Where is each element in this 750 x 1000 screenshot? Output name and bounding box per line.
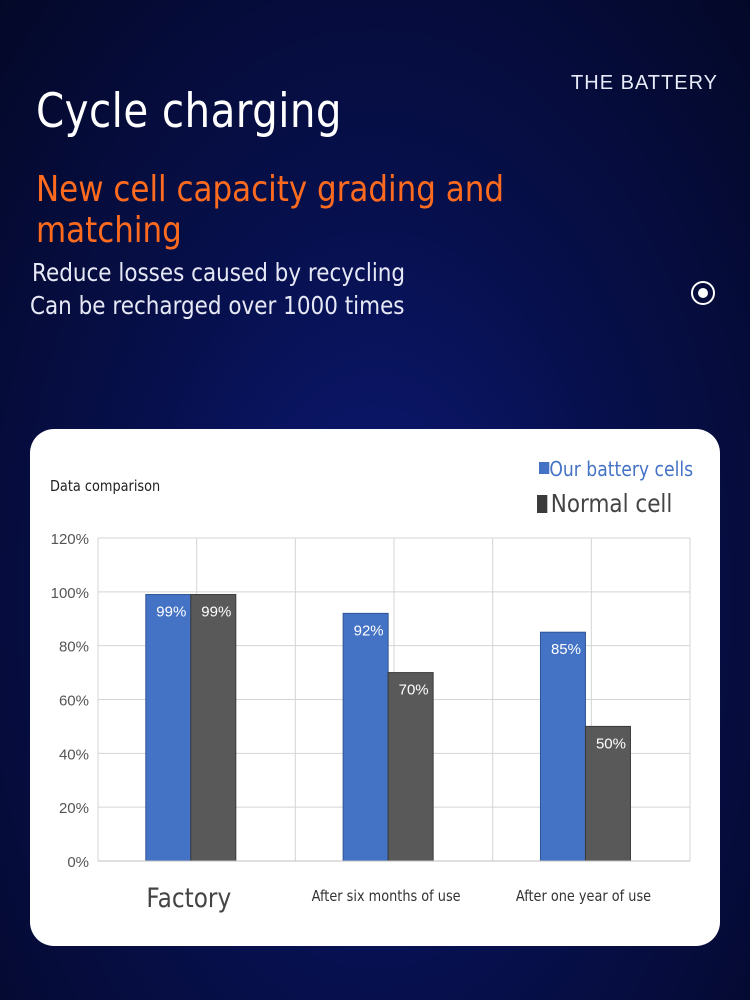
bar-our-cells bbox=[539, 631, 586, 862]
y-tick-label: 0% bbox=[67, 854, 89, 871]
bar-normal-cell bbox=[584, 725, 631, 862]
legend-our-cells: Our battery cells bbox=[539, 457, 693, 481]
legend-label-normal-cell: Normal cell bbox=[550, 489, 673, 518]
description-line-1: Reduce losses caused by recycling bbox=[32, 258, 406, 287]
page-title: Cycle charging bbox=[36, 84, 343, 139]
chart-title: Data comparison bbox=[50, 477, 161, 495]
page-subtitle: New cell capacity grading and matching bbox=[36, 169, 505, 251]
x-category-label: After one year of use bbox=[516, 888, 651, 905]
data-label: 70% bbox=[399, 682, 429, 699]
x-category-label: Factory bbox=[146, 882, 231, 913]
data-label: 92% bbox=[354, 622, 384, 639]
legend-swatch-gray bbox=[537, 495, 548, 513]
legend-label-our-cells: Our battery cells bbox=[549, 457, 694, 481]
y-tick-label: 120% bbox=[51, 531, 89, 548]
bar-normal-cell bbox=[190, 594, 237, 862]
data-label: 85% bbox=[551, 641, 581, 658]
bar-our-cells bbox=[342, 612, 389, 862]
bar-our-cells bbox=[145, 594, 192, 862]
y-tick-label: 80% bbox=[59, 639, 89, 656]
y-tick-label: 60% bbox=[59, 693, 89, 710]
description-line-2: Can be recharged over 1000 times bbox=[30, 291, 405, 320]
legend-swatch-blue bbox=[539, 462, 550, 474]
brand-label: THE BATTERY bbox=[571, 72, 718, 94]
y-tick-label: 100% bbox=[51, 585, 89, 602]
legend-normal-cell: Normal cell bbox=[537, 489, 672, 518]
radio-dot-icon[interactable] bbox=[691, 281, 715, 305]
data-label: 50% bbox=[596, 735, 626, 752]
y-tick-label: 40% bbox=[59, 746, 89, 763]
x-category-label: After six months of use bbox=[312, 888, 461, 905]
bar-normal-cell bbox=[387, 672, 434, 862]
data-label: 99% bbox=[201, 604, 231, 621]
data-label: 99% bbox=[156, 604, 186, 621]
y-tick-label: 20% bbox=[59, 800, 89, 817]
